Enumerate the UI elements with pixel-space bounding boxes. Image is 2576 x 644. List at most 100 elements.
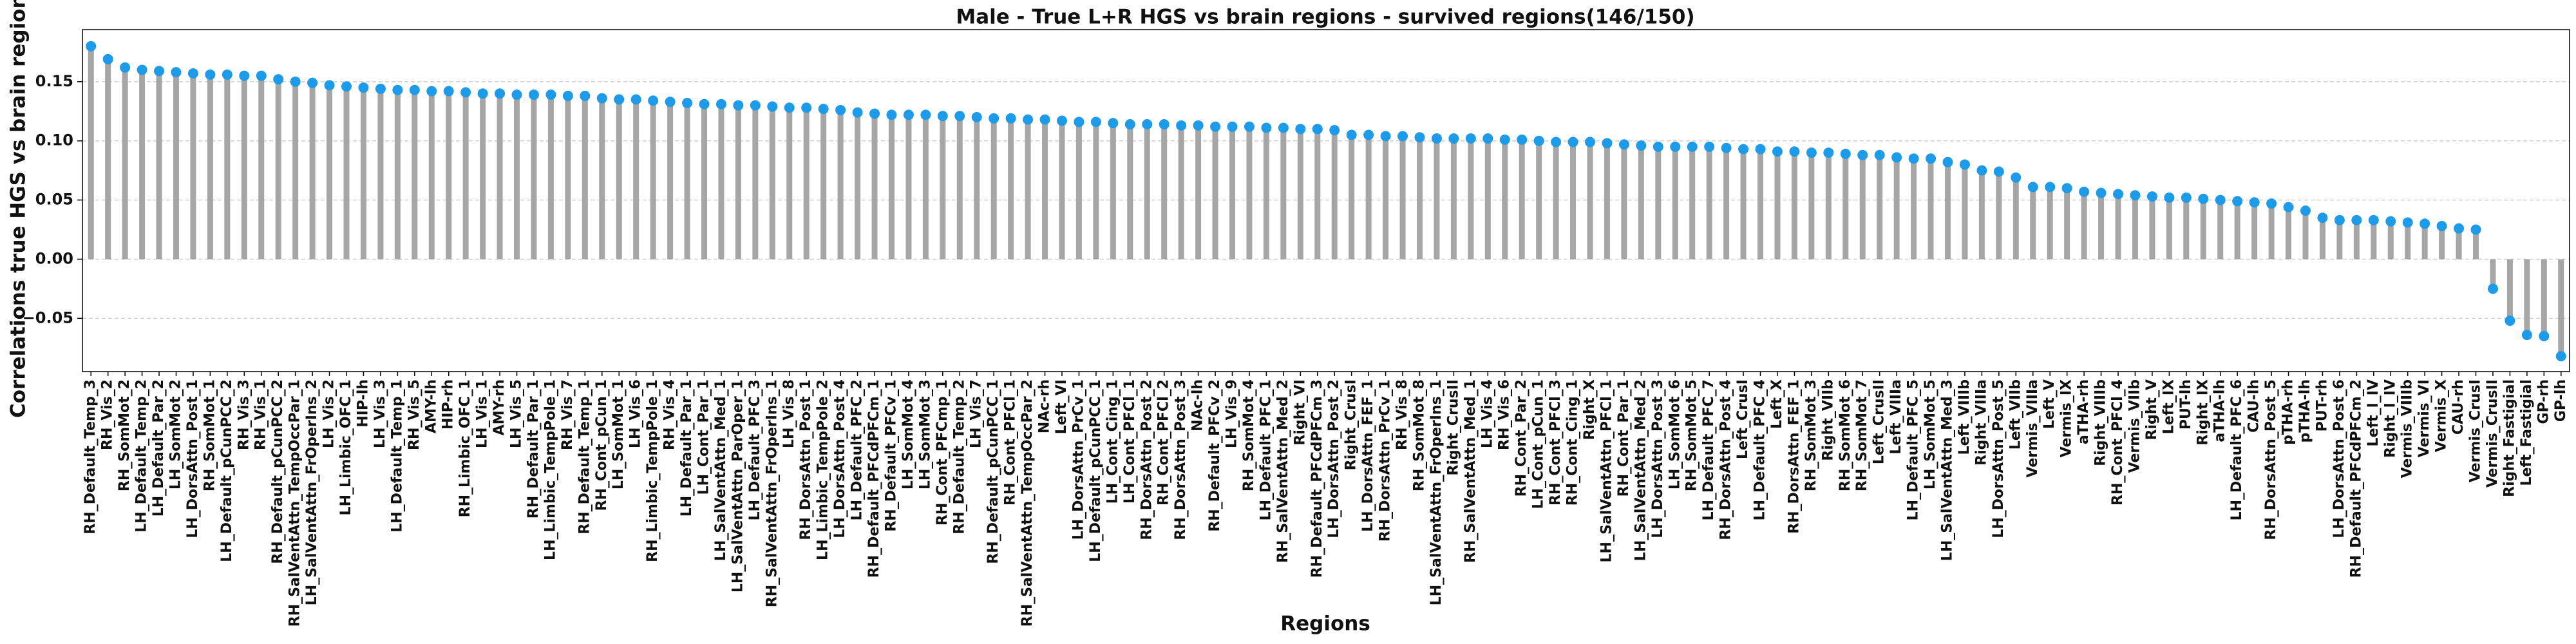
dot <box>409 84 420 95</box>
plot-frame <box>82 29 2570 372</box>
dot <box>715 99 726 109</box>
x-tick-label: RH_Cont_Par_2 <box>1513 379 1530 497</box>
x-tick-label: PUT-rh <box>2314 379 2330 431</box>
x-tick-label: LH_Cont_Par_1 <box>696 379 712 495</box>
x-tick-label: RH_Limbic_OFC_1 <box>457 379 473 517</box>
dot <box>1704 141 1715 152</box>
dot <box>1533 135 1544 146</box>
x-tick-label: RH_DorsAttn_PrCv_1 <box>1378 379 1394 542</box>
dot <box>682 97 693 108</box>
x-tick-label: CAU-lh <box>2246 379 2262 433</box>
dot <box>699 99 710 109</box>
y-tick-label: 0.15 <box>35 72 73 90</box>
dot <box>1176 120 1187 131</box>
dot <box>460 87 471 98</box>
x-tick-label: RH_Default_PFCv_2 <box>1207 379 1223 532</box>
x-tick-label: NAc-rh <box>1037 379 1053 433</box>
x-tick-label: LH_Vis_1 <box>475 379 491 448</box>
x-tick-label: Right_VIIIb <box>2093 379 2109 466</box>
x-tick-label: LH_SalVentAttn_ParOper_1 <box>730 379 746 592</box>
x-tick-label: Left_VI <box>1054 379 1070 434</box>
x-tick-label: RH_Vis_8 <box>1394 379 1410 450</box>
x-tick-label: LH_Default_Par_1 <box>679 379 695 516</box>
x-tick-label: LH_Default_Temp_1 <box>389 379 405 533</box>
dot <box>2146 191 2157 202</box>
x-tick-label: Left_VIIb <box>2007 379 2023 450</box>
dot <box>528 90 539 100</box>
dot <box>1312 124 1323 135</box>
dot <box>2317 213 2328 223</box>
dot <box>1346 129 1357 140</box>
x-tick-label: Vermis_CrusI <box>2468 379 2484 482</box>
dot <box>171 67 182 78</box>
dot <box>1653 141 1663 152</box>
dot <box>2368 214 2379 225</box>
dot <box>2113 189 2124 200</box>
dot <box>1278 122 1289 133</box>
dot <box>495 88 506 99</box>
dot <box>1908 153 1919 164</box>
x-tick-label: aTHA-lh <box>2212 379 2228 442</box>
dot <box>1738 144 1749 155</box>
dot <box>2061 183 2072 194</box>
dot <box>580 90 591 101</box>
x-tick-label: Right_V <box>2144 379 2160 440</box>
dot <box>1363 129 1374 140</box>
dot <box>903 109 914 120</box>
x-tick-label: RH_Vis_7 <box>560 379 576 450</box>
x-tick-label: RH_Vis_3 <box>236 379 252 450</box>
dot <box>750 100 761 111</box>
x-tick-label: RH_Cont_PFCl_2 <box>1156 379 1172 506</box>
x-tick-label: Right_X <box>1582 379 1598 440</box>
dot <box>2130 190 2141 201</box>
x-tick-label: NAc-lh <box>1190 379 1206 431</box>
x-tick-label: RH_DorsAttn_Post_2 <box>1139 379 1155 540</box>
y-tick-label: 0.10 <box>35 131 73 149</box>
x-tick-label: Left_Fastigial <box>2519 379 2535 486</box>
x-tick-label: Right_IX <box>2195 379 2211 446</box>
dot <box>989 113 999 124</box>
dot <box>2181 192 2192 203</box>
dot <box>1959 159 1970 170</box>
dot <box>1261 122 1272 133</box>
dot <box>273 74 284 85</box>
dot <box>1193 120 1204 131</box>
dot <box>1329 125 1340 136</box>
dot <box>1567 137 1578 147</box>
dot <box>324 80 335 91</box>
x-tick-label: LH_SomMot_3 <box>917 379 933 489</box>
x-tick-label: LH_DorsAttn_Post_1 <box>185 379 201 538</box>
x-tick-label: LH_DorsAttn_Post_3 <box>1650 379 1666 538</box>
x-tick-label: LH_Default_pCunPCC_2 <box>219 379 235 562</box>
x-tick-label: RH_Cont_Cing_1 <box>1565 379 1581 506</box>
dot <box>2487 283 2498 294</box>
dot <box>222 69 232 80</box>
dot <box>954 111 965 122</box>
x-tick-label: RH_Default_PFCv_1 <box>883 379 899 532</box>
x-tick-label: RH_Default_PFCdPFCm_3 <box>1309 379 1325 578</box>
dot <box>784 102 795 113</box>
x-tick-label: RH_SalVentAttn_FrOperIns_1 <box>764 379 780 607</box>
dot <box>1039 114 1050 125</box>
x-tick-label: Left_VIIIa <box>1888 379 1904 454</box>
dot <box>1295 124 1306 135</box>
x-tick-label: LH_SalVentAttn_FrOperIns_2 <box>304 379 320 605</box>
x-tick-label: Left_CrusI <box>1735 379 1751 459</box>
x-tick-label: Right_VI <box>1292 379 1308 446</box>
dot <box>2283 202 2294 213</box>
x-tick-label: LH_Limbic_OFC_1 <box>338 379 354 515</box>
dot <box>477 88 488 99</box>
dot <box>1074 117 1084 128</box>
x-tick-label: LH_Default_PFC_4 <box>1752 379 1768 520</box>
x-tick-label: RH_DorsAttn_Post_4 <box>1718 379 1734 540</box>
dot <box>392 84 403 95</box>
dot <box>2027 182 2038 193</box>
dot <box>665 97 676 108</box>
dot <box>187 68 198 79</box>
x-tick-label: RH_Default_Par_1 <box>526 379 542 518</box>
dot <box>1227 121 1238 132</box>
dot <box>545 90 556 100</box>
x-tick-label: LH_Vis_7 <box>969 379 985 448</box>
x-tick-label: LH_Default_PFC_6 <box>2229 379 2245 520</box>
x-tick-label: LH_SomMot_4 <box>900 379 916 489</box>
